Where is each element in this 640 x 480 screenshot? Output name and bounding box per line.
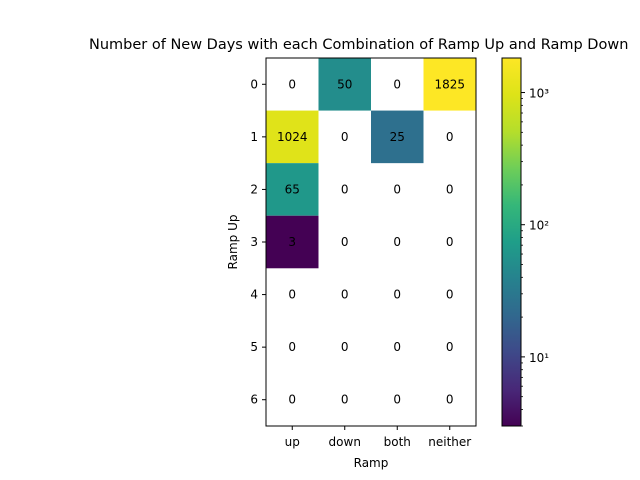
colorbar-tick-label: 10³	[529, 87, 549, 101]
cell-value-label: 0	[288, 393, 296, 407]
cell-value-label: 0	[393, 182, 401, 196]
cell-value-label: 0	[393, 77, 401, 91]
cell-value-label: 0	[288, 77, 296, 91]
x-axis-label: Ramp	[354, 456, 389, 470]
cell-value-label: 0	[393, 340, 401, 354]
cell-value-label: 0	[288, 340, 296, 354]
cell-value-label: 0	[341, 130, 349, 144]
y-tick-label: 2	[250, 182, 258, 196]
heatmap-cell	[371, 110, 424, 164]
colorbar-tick-label: 10¹	[529, 351, 549, 365]
colorbar-ticks: 10¹ 10² 10³	[521, 87, 549, 427]
cell-value-label: 0	[446, 235, 454, 249]
cell-value-label: 0	[288, 288, 296, 302]
heatmap-cell	[266, 110, 319, 164]
heatmap-cell	[423, 58, 476, 111]
y-tick-label: 0	[250, 77, 258, 91]
cell-value-label: 0	[446, 288, 454, 302]
cell-value-label: 0	[446, 340, 454, 354]
x-tick-label: up	[285, 435, 300, 449]
cell-value-label: 50	[337, 77, 352, 91]
colorbar-tick-label: 10²	[529, 219, 549, 233]
heatmap-cell	[318, 58, 371, 111]
cell-value-label: 0	[341, 393, 349, 407]
heatmap-cell	[266, 215, 319, 269]
x-tick-label: down	[329, 435, 361, 449]
cell-value-label: 0	[446, 182, 454, 196]
y-axis-label: Ramp Up	[226, 215, 240, 270]
cell-value-label: 3	[288, 235, 296, 249]
x-tick-label: neither	[428, 435, 471, 449]
cell-value-label: 0	[446, 130, 454, 144]
y-tick-label: 1	[250, 130, 258, 144]
y-tick-label: 6	[250, 393, 258, 407]
cell-value-label: 1024	[277, 130, 308, 144]
chart-title: Number of New Days with each Combination…	[89, 37, 628, 53]
x-tick-label: both	[384, 435, 411, 449]
cell-value-label: 25	[390, 130, 405, 144]
heatmap-cells: 0 50 0 1825 1024 0 25 0 65 0 0 0 3 0 0 0 0 0 0 0 0 0 0 0 0 0 0 0	[266, 58, 476, 407]
cell-value-label: 0	[341, 288, 349, 302]
cell-value-label: 0	[341, 235, 349, 249]
cell-value-label: 0	[341, 182, 349, 196]
y-axis-ticks: 0 1 2 3 4 5 6	[250, 77, 266, 407]
heatmap-cell	[266, 163, 319, 216]
y-tick-label: 4	[250, 288, 258, 302]
cell-value-label: 0	[341, 340, 349, 354]
cell-value-label: 65	[285, 182, 300, 196]
y-tick-label: 3	[250, 235, 258, 249]
x-axis-ticks: up down both neither	[285, 426, 471, 449]
cell-value-label: 0	[446, 393, 454, 407]
y-tick-label: 5	[250, 340, 258, 354]
cell-value-label: 0	[393, 393, 401, 407]
cell-value-label: 0	[393, 235, 401, 249]
cell-value-label: 0	[393, 288, 401, 302]
cell-value-label: 1825	[434, 77, 465, 91]
colorbar-gradient	[501, 57, 522, 427]
colorbar: 10¹ 10² 10³	[501, 57, 549, 427]
